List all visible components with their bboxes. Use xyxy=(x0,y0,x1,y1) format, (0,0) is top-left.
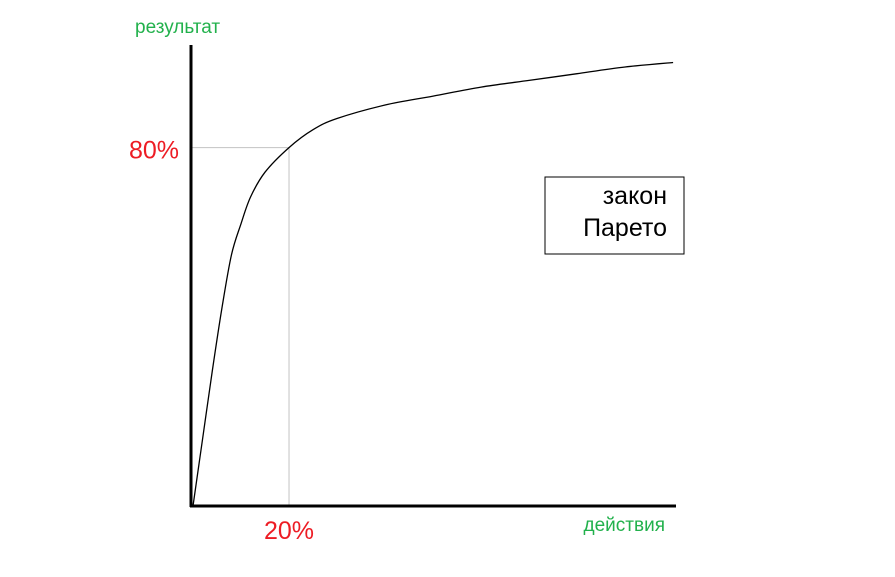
pareto-curve xyxy=(192,61,674,507)
guide-lines xyxy=(191,147,290,506)
y-axis-label: результат xyxy=(135,17,220,38)
x-axis-label: действия xyxy=(584,515,665,536)
label-box-line-1: закон xyxy=(603,182,667,210)
pareto-label-box: закон Парето xyxy=(544,176,685,255)
y-marker-label: 80% xyxy=(129,137,179,165)
x-marker-label: 20% xyxy=(264,517,314,545)
label-box-line-2: Парето xyxy=(583,214,667,242)
label-box-frame xyxy=(544,176,685,255)
